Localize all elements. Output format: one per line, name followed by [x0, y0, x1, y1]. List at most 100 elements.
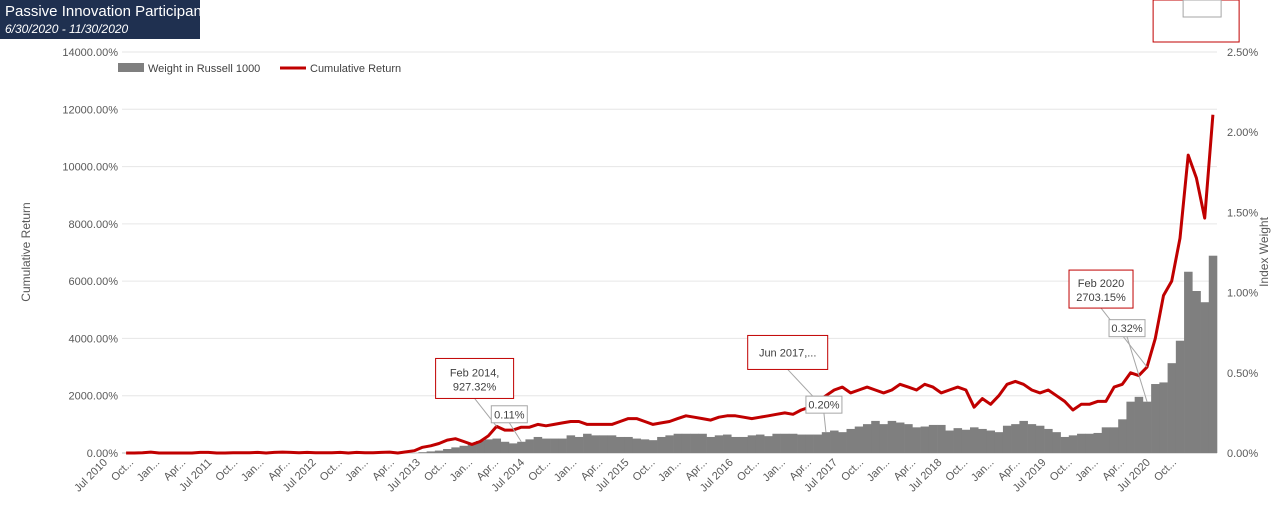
x-tick-label: Oct... — [213, 457, 240, 484]
weight-bar — [681, 433, 691, 453]
weight-bar — [1035, 425, 1045, 453]
x-tick-label: Jan... — [760, 457, 788, 485]
weight-bar — [1175, 340, 1185, 453]
weight-bar — [970, 427, 979, 453]
weight-bar — [747, 435, 757, 453]
x-tick-label: Jan... — [656, 457, 684, 485]
callout-box — [1108, 319, 1146, 338]
weight-bar — [937, 424, 946, 453]
weight-bar — [1002, 425, 1012, 453]
x-tick-label: Oct... — [631, 457, 658, 484]
weight-bar — [418, 452, 427, 453]
right-axis-title: Index Weight — [1257, 216, 1271, 286]
legend-line-label: Cumulative Return — [310, 63, 401, 75]
weight-bar — [632, 438, 641, 453]
callout-box — [435, 357, 515, 399]
x-tick-label: Oct... — [943, 457, 970, 484]
weight-bar — [797, 434, 806, 453]
weight-bar — [1044, 428, 1053, 453]
weight-bar — [599, 435, 609, 453]
left-tick-label: 14000.00% — [62, 47, 118, 59]
x-tick-label: Jan... — [552, 457, 580, 485]
weight-bar — [517, 441, 526, 453]
weight-bar — [426, 451, 436, 453]
weight-bar — [574, 436, 584, 453]
weight-bar — [459, 445, 469, 453]
x-tick-label: Oct... — [1048, 457, 1075, 484]
left-tick-label: 6000.00% — [68, 276, 118, 288]
weight-bar — [1118, 419, 1127, 453]
annotations: Feb 2014, 927.32% 0.11% Jun 2017,... 0.20% Fe… — [435, 0, 1240, 443]
weight-bar — [624, 436, 633, 453]
weight-bar — [640, 439, 650, 453]
weight-bar — [1142, 401, 1152, 453]
right-tick-label: 2.00% — [1227, 127, 1258, 139]
right-tick-label: 1.50% — [1227, 207, 1258, 219]
weight-bar — [780, 433, 790, 453]
weight-bar — [451, 447, 460, 453]
callout-leader — [1100, 307, 1148, 368]
weight-bar — [1167, 363, 1177, 453]
weight-bar — [476, 440, 485, 453]
weight-bar — [764, 436, 773, 453]
weight-bar — [443, 448, 452, 453]
weight-bar — [838, 432, 847, 453]
x-tick-label: Oct... — [422, 457, 449, 484]
x-tick-label: Jan... — [239, 457, 267, 485]
weight-bar — [558, 438, 567, 453]
left-tick-label: 4000.00% — [68, 333, 118, 345]
callout-label: 0.11% — [494, 409, 525, 421]
weight-bar — [1011, 424, 1020, 453]
callout-label: 0.20% — [808, 400, 839, 412]
weight-bar — [961, 429, 971, 453]
left-tick-label: 10000.00% — [62, 162, 118, 174]
weight-bar — [1192, 290, 1201, 453]
weight-bar — [1093, 432, 1103, 453]
weight-bar — [1126, 401, 1135, 453]
weight-bar — [887, 420, 897, 453]
callout-box — [490, 405, 528, 424]
left-tick-label: 2000.00% — [68, 391, 118, 403]
chart-header: Passive Innovation Participant 6/30/2020… — [0, 0, 206, 39]
right-tick-label: 1.00% — [1227, 288, 1258, 300]
weight-bar — [871, 420, 880, 453]
callout-leader — [823, 413, 827, 433]
weight-bar — [1208, 255, 1218, 453]
callout-leader — [508, 422, 522, 443]
weight-bar — [1019, 420, 1028, 453]
x-tick-label: Oct... — [839, 457, 866, 484]
weight-bar — [1027, 424, 1037, 453]
chart-subtitle: 6/30/2020 - 11/30/2020 — [5, 22, 129, 36]
weight-bar — [788, 433, 798, 453]
left-tick-label: 8000.00% — [68, 219, 118, 231]
x-tick-label: Oct... — [526, 457, 553, 484]
weight-bar — [541, 438, 551, 453]
weight-bar — [1151, 384, 1160, 453]
legend-bar-swatch — [118, 63, 144, 72]
weight-bar — [895, 422, 905, 453]
weight-bar — [1200, 302, 1210, 453]
weight-bar — [698, 433, 707, 453]
weight-bar — [591, 435, 600, 453]
legend-bar-label: Weight in Russell 1000 — [148, 63, 260, 75]
weight-bar — [615, 436, 625, 453]
chart-title: Passive Innovation Participant — [5, 3, 206, 20]
weight-bar — [1109, 427, 1119, 453]
legend: Weight in Russell 1000 Cumulative Return — [118, 63, 401, 75]
weight-bar — [714, 435, 724, 453]
weight-bar — [648, 440, 658, 453]
weight-bar — [583, 433, 592, 453]
left-axis-title: Cumulative Return — [19, 202, 33, 301]
right-tick-label: 0.50% — [1227, 368, 1258, 380]
weight-bar — [978, 428, 987, 453]
x-tick-label: Jul 2010 — [72, 457, 110, 495]
callout-box — [1068, 269, 1134, 309]
weight-bar — [862, 424, 872, 453]
x-tick-label: Jan... — [1073, 457, 1101, 485]
right-tick-label: 2.50% — [1227, 47, 1258, 59]
weight-bars — [418, 255, 1218, 453]
weight-bar — [434, 450, 444, 453]
x-tick-label: Oct... — [735, 457, 762, 484]
weight-bar — [508, 443, 518, 453]
